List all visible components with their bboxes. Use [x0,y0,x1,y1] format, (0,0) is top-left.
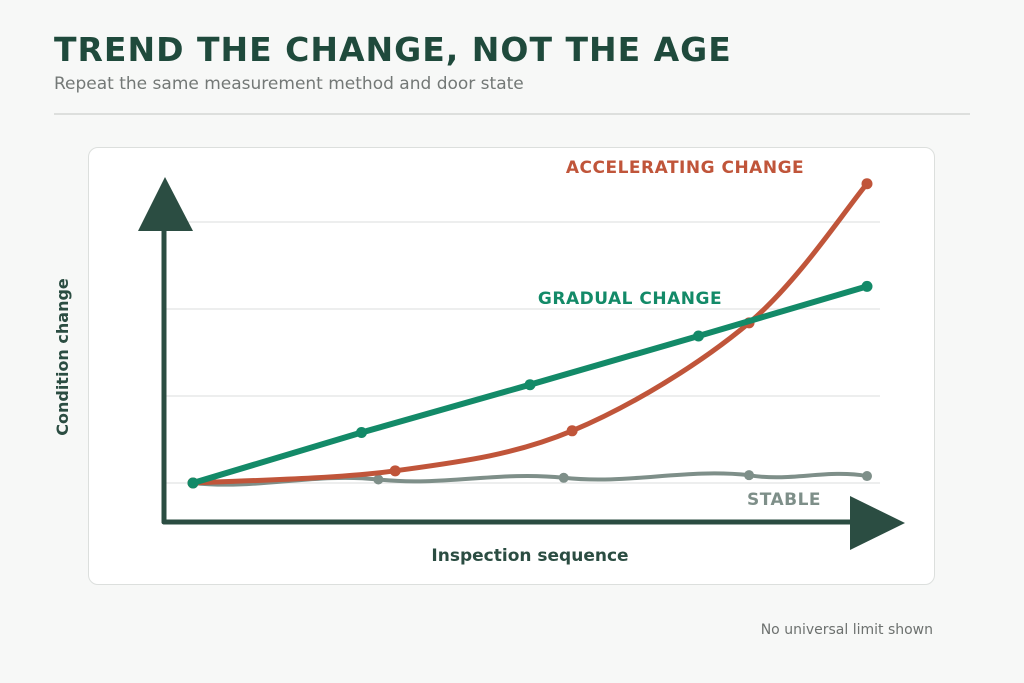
data-point-accelerating [389,465,401,477]
data-point-gradual [187,477,199,489]
axes [138,177,905,550]
x-axis-label: Inspection sequence [431,546,628,566]
data-point-accelerating [566,425,578,437]
y-axis-arrow-icon [138,177,193,231]
series-label-stable: STABLE [747,490,821,510]
series-label-gradual: GRADUAL CHANGE [538,289,722,309]
series-line-accelerating [190,181,870,486]
data-point-gradual [356,427,367,439]
header-divider [54,113,970,115]
data-point-gradual [524,379,536,391]
x-axis-arrow-icon [850,496,905,550]
footnote: No universal limit shown [760,622,933,638]
gridlines [164,221,880,484]
page-title: TREND THE CHANGE, NOT THE AGE [54,30,732,69]
data-point-gradual [861,280,873,292]
data-point-stable [373,474,384,485]
series-layer [187,178,873,489]
page-subtitle: Repeat the same measurement method and d… [54,74,524,94]
data-point-stable [744,470,755,481]
data-point-accelerating [861,178,873,190]
data-point-stable [558,472,569,483]
data-point-gradual [693,330,704,342]
data-point-stable [862,471,872,482]
series-label-accelerating: ACCELERATING CHANGE [566,158,804,178]
chart-card [88,147,935,585]
y-axis-label: Condition change [53,278,72,436]
